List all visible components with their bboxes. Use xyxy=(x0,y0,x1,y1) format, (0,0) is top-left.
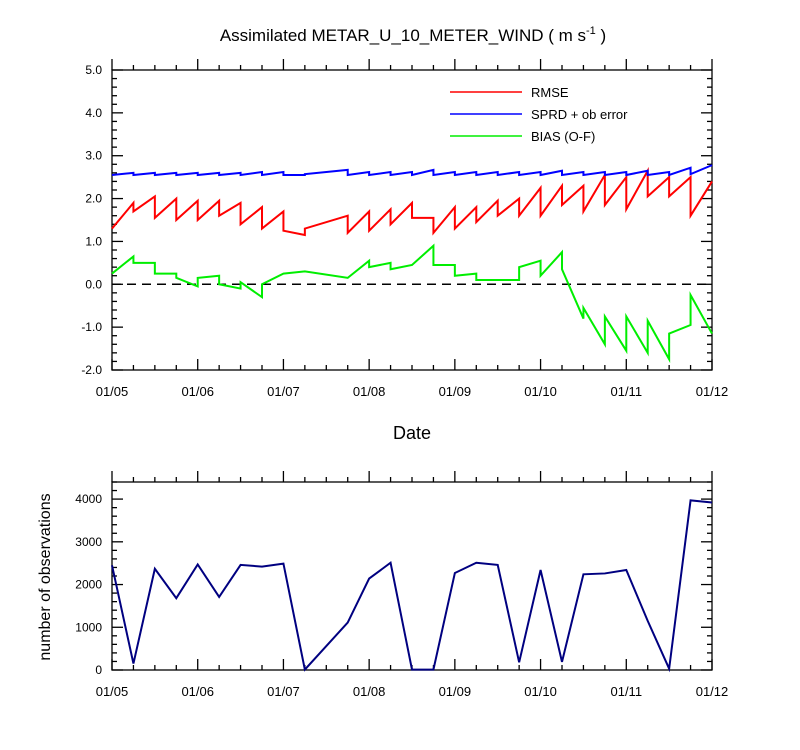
y-tick-label: -1.0 xyxy=(81,320,102,334)
x-tick-label: 01/06 xyxy=(181,384,214,399)
title-superscript: -1 xyxy=(586,25,596,37)
y-tick-label: 2000 xyxy=(75,578,102,592)
top-x-axis-label: Date xyxy=(393,423,431,443)
y-tick-label: 4000 xyxy=(75,492,102,506)
y-tick-label: 0.0 xyxy=(85,277,102,291)
x-tick-label: 01/12 xyxy=(696,384,729,399)
title-close: ) xyxy=(596,26,606,45)
sprd-ob-error-series-line xyxy=(111,164,713,177)
y-tick-label: 0 xyxy=(95,663,102,677)
legend-label: RMSE xyxy=(531,85,569,100)
x-tick-label: 01/07 xyxy=(267,384,300,399)
bottom-y-axis-label: number of observations xyxy=(37,493,54,660)
chart-title: Assimilated METAR_U_10_METER_WIND ( m s-… xyxy=(220,25,606,45)
y-tick-label: 5.0 xyxy=(85,63,102,77)
legend: RMSE SPRD + ob error BIAS (O-F) xyxy=(450,85,628,144)
x-tick-label: 01/11 xyxy=(610,384,642,399)
plot-frame xyxy=(111,481,713,671)
x-tick-label: 01/10 xyxy=(524,384,557,399)
y-tick-label: 4.0 xyxy=(85,106,102,120)
x-tick-label: 01/05 xyxy=(96,384,129,399)
x-tick-label: 01/08 xyxy=(353,684,386,699)
x-tick-label: 01/09 xyxy=(439,684,472,699)
legend-label: SPRD + ob error xyxy=(531,107,628,122)
top-plot: 01/05 01/06 01/07 01/08 01/09 01/10 01/11 01/12… xyxy=(81,59,728,399)
x-tick-label: 01/05 xyxy=(96,684,129,699)
x-tick-label: 01/09 xyxy=(439,384,472,399)
y-tick-label: 1000 xyxy=(75,620,102,634)
bottom-plot: 01/05 01/06 01/07 01/08 01/09 01/10 01/11 01/12… xyxy=(75,471,728,699)
x-tick-label: 01/12 xyxy=(696,684,729,699)
bias-o-f-series-line xyxy=(111,243,713,364)
title-main: Assimilated METAR_U_10_METER_WIND ( m s xyxy=(220,26,586,45)
x-tick-label: 01/08 xyxy=(353,384,386,399)
x-tick-label: 01/06 xyxy=(181,684,214,699)
y-tick-label: 1.0 xyxy=(85,234,102,248)
legend-label: BIAS (O-F) xyxy=(531,129,595,144)
x-tick-label: 01/10 xyxy=(524,684,557,699)
number-of-observations-series-line xyxy=(111,499,713,673)
y-tick-label: -2.0 xyxy=(81,363,102,377)
x-tick-label: 01/11 xyxy=(610,684,642,699)
y-tick-label: 2.0 xyxy=(85,192,102,206)
y-tick-label: 3.0 xyxy=(85,149,102,163)
y-tick-label: 3000 xyxy=(75,535,102,549)
x-tick-label: 01/07 xyxy=(267,684,300,699)
rmse-series-line xyxy=(111,166,713,237)
